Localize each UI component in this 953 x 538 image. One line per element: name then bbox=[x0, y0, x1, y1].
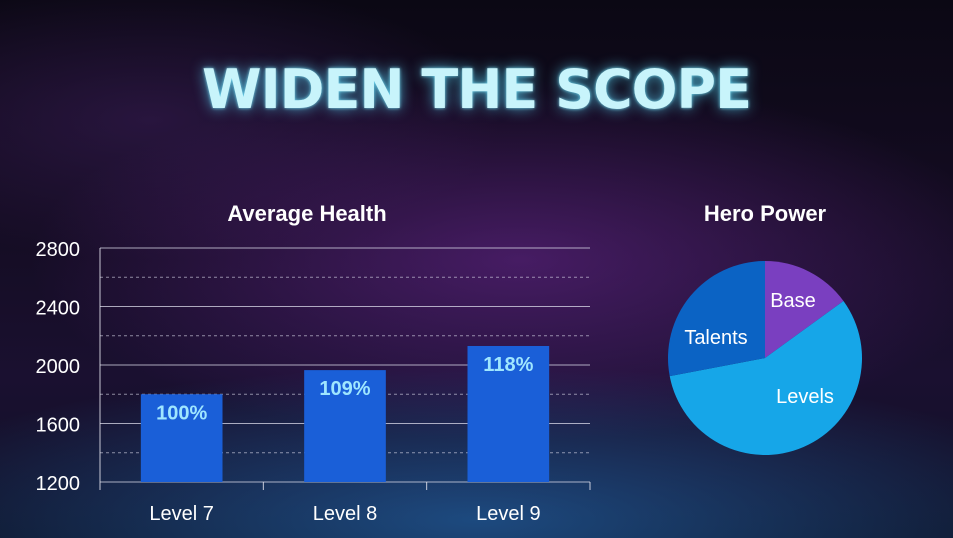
pie-slice bbox=[765, 261, 844, 358]
x-category-label: Level 9 bbox=[476, 503, 541, 525]
y-axis-ticks: 1200 1600 2000 2400 2800 bbox=[36, 239, 81, 495]
y-tick-label: 1600 bbox=[36, 415, 81, 437]
bar bbox=[140, 394, 223, 482]
pie-chart-title: Hero Power bbox=[704, 201, 827, 226]
bar-chart-title: Average Health bbox=[227, 201, 386, 226]
page-title: WIDEN THE SCOPE bbox=[202, 58, 752, 121]
x-category-label: Level 8 bbox=[313, 503, 378, 525]
pie-slice bbox=[669, 300, 862, 455]
bar bbox=[467, 345, 550, 482]
bar-data-label: 109% bbox=[319, 378, 370, 400]
bar-chart: Average Health 1200 1600 2000 2400 2800 100%… bbox=[36, 201, 591, 525]
y-tick-label: 2400 bbox=[36, 298, 81, 320]
pie-slice bbox=[668, 261, 765, 377]
pie-slice-label: Talents bbox=[684, 327, 747, 349]
y-tick-label: 2000 bbox=[36, 356, 81, 378]
pie-chart: Hero Power Base Levels Talents bbox=[668, 201, 862, 455]
x-category-label: Level 7 bbox=[149, 503, 214, 525]
pie-labels: Base Levels Talents bbox=[684, 290, 834, 408]
pie-slices bbox=[668, 261, 862, 455]
bar-data-label: 118% bbox=[483, 354, 533, 376]
x-axis-categories: Level 7 Level 8 Level 9 bbox=[149, 503, 540, 525]
pie-slice-label: Levels bbox=[776, 386, 834, 408]
pie-slice-label: Base bbox=[770, 290, 816, 312]
bar-data-label: 100% bbox=[156, 402, 207, 424]
y-tick-label: 1200 bbox=[36, 473, 81, 495]
bar bbox=[304, 370, 386, 482]
y-tick-label: 2800 bbox=[36, 239, 81, 261]
bar-marks: 100% 109% 118% bbox=[140, 345, 550, 482]
